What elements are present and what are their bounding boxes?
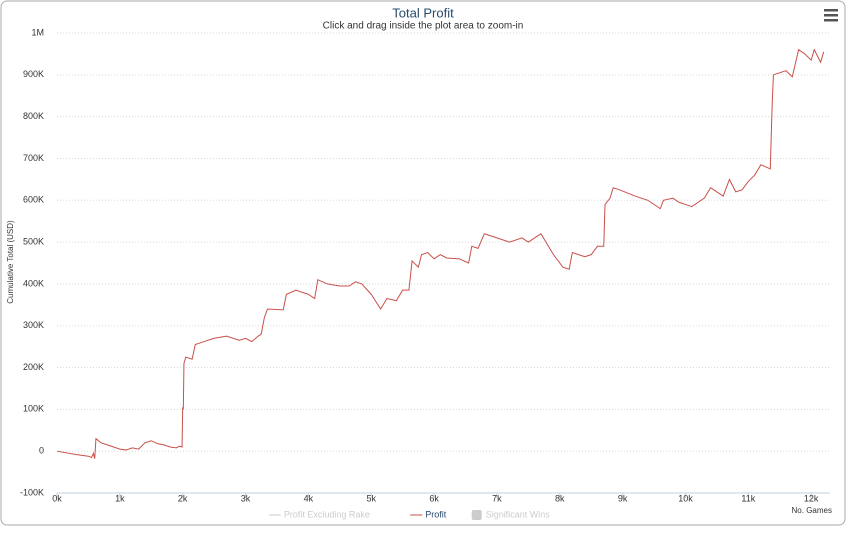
legend-label[interactable]: Profit Excluding Rake bbox=[284, 509, 370, 519]
y-tick-label: 200K bbox=[23, 362, 44, 372]
legend-item[interactable]: Significant Wins bbox=[471, 509, 551, 520]
y-tick-label: 400K bbox=[23, 278, 44, 288]
x-tick-label: 6k bbox=[429, 493, 439, 503]
legend-symbol bbox=[471, 510, 482, 520]
menu-bar[interactable] bbox=[824, 14, 838, 17]
y-tick-label: 900K bbox=[23, 69, 44, 79]
chart-frame bbox=[0, 0, 846, 526]
x-tick-label: 3k bbox=[241, 493, 251, 503]
y-tick-label: 700K bbox=[23, 153, 44, 163]
x-tick-label: 11k bbox=[741, 493, 755, 503]
y-tick-label: 0 bbox=[39, 446, 44, 456]
x-tick-label: 5k bbox=[366, 493, 376, 503]
y-tick-label: 1M bbox=[31, 27, 44, 37]
x-axis-title: No. Games bbox=[792, 506, 832, 515]
x-tick-label: 0k bbox=[52, 493, 62, 503]
y-tick-label: -100K bbox=[20, 487, 44, 497]
y-axis-title: Cumulative Total (USD) bbox=[6, 220, 15, 304]
x-tick-label: 12k bbox=[804, 493, 819, 503]
menu-button[interactable] bbox=[824, 9, 838, 22]
y-tick-label: 500K bbox=[23, 236, 44, 246]
x-tick-label: 8k bbox=[555, 493, 565, 503]
legend-item[interactable]: Profit bbox=[410, 509, 447, 519]
profit-line bbox=[56, 48, 825, 459]
legend-label[interactable]: Profit bbox=[425, 509, 447, 519]
x-tick-label: 2k bbox=[178, 493, 188, 503]
x-tick-label: 7k bbox=[492, 493, 502, 503]
legend-item[interactable]: Profit Excluding Rake bbox=[268, 509, 370, 519]
y-tick-label: 300K bbox=[23, 320, 44, 330]
menu-bar[interactable] bbox=[824, 19, 838, 22]
legend-label[interactable]: Significant Wins bbox=[486, 509, 551, 519]
x-tick-label: 10k bbox=[678, 493, 693, 503]
menu-bar[interactable] bbox=[824, 9, 838, 12]
x-tick-label: 4k bbox=[304, 493, 314, 503]
y-tick-label: 800K bbox=[23, 111, 44, 121]
x-tick-label: 1k bbox=[115, 493, 125, 503]
y-tick-label: 100K bbox=[23, 404, 44, 414]
chart-subtitle: Click and drag inside the plot area to z… bbox=[323, 21, 524, 32]
x-tick-label: 9k bbox=[618, 493, 628, 503]
y-tick-label: 600K bbox=[23, 195, 44, 205]
chart-title: Total Profit bbox=[392, 5, 454, 20]
